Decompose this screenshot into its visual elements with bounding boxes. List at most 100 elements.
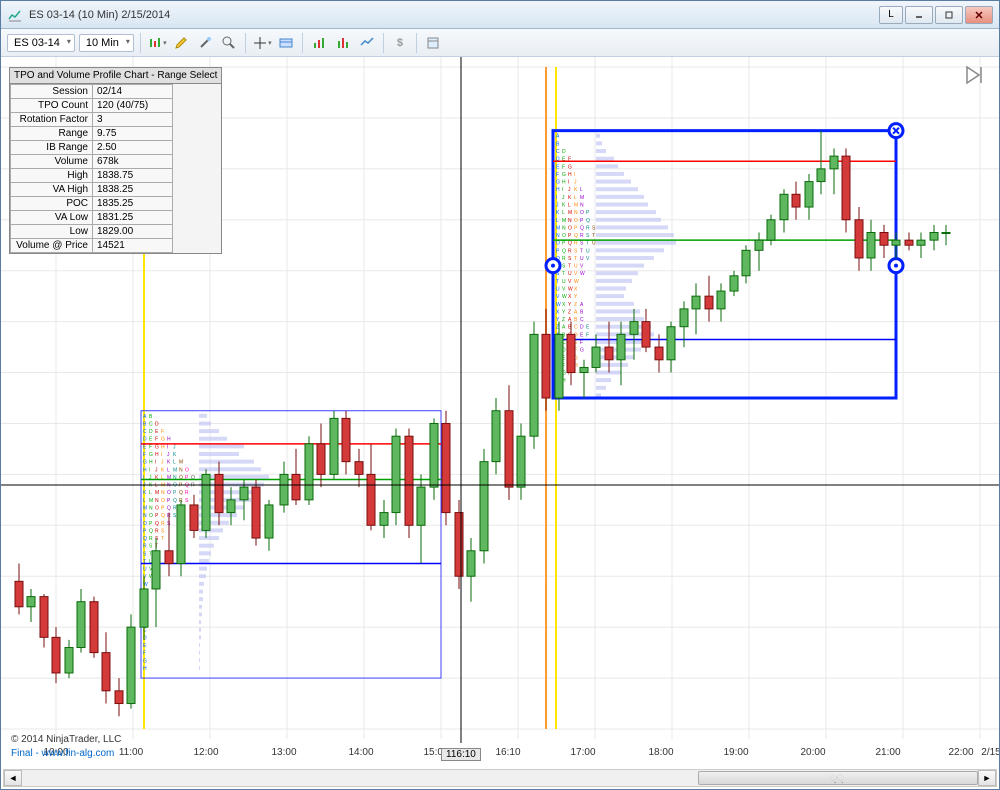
zoom-icon[interactable] [219, 33, 239, 53]
dollar-icon[interactable]: $ [390, 33, 410, 53]
svg-text:P: P [580, 218, 584, 224]
svg-text:D: D [580, 325, 584, 331]
svg-text:Q: Q [161, 513, 165, 519]
minimize-button[interactable] [905, 6, 933, 24]
svg-text:T: T [586, 241, 589, 247]
x-axis-tick: 18:00 [648, 747, 673, 758]
svg-text:X: X [568, 294, 572, 300]
info-key: TPO Count [11, 99, 93, 113]
svg-text:U: U [574, 264, 578, 270]
svg-text:L: L [568, 202, 571, 208]
scroll-track[interactable]: ଼଼଼ [22, 770, 978, 786]
svg-text:U: U [586, 248, 590, 254]
svg-text:X: X [574, 287, 578, 293]
svg-text:J: J [161, 460, 164, 466]
svg-text:V: V [562, 287, 566, 293]
info-value: 1835.25 [93, 197, 173, 211]
scroll-thumb[interactable]: ଼଼଼ [698, 771, 978, 785]
l-button[interactable]: L [879, 6, 903, 24]
svg-text:I: I [155, 460, 156, 466]
svg-text:L: L [562, 210, 565, 216]
svg-text:U: U [568, 271, 572, 277]
svg-text:T: T [161, 536, 164, 542]
pencil-icon[interactable] [171, 33, 191, 53]
svg-text:N: N [568, 218, 572, 224]
svg-text:H: H [556, 187, 560, 193]
svg-text:X: X [556, 309, 560, 315]
svg-text:J: J [574, 180, 577, 186]
svg-text:V: V [556, 294, 560, 300]
maximize-button[interactable] [935, 6, 963, 24]
svg-text:J: J [167, 452, 170, 458]
svg-text:V: V [574, 271, 578, 277]
titlebar[interactable]: ES 03-14 (10 Min) 2/15/2014 L [1, 1, 999, 29]
info-value: 1829.00 [93, 225, 173, 239]
svg-text:Q: Q [179, 490, 183, 496]
x-axis-tick: 16:10 [495, 747, 520, 758]
svg-text:L: L [580, 187, 583, 193]
svg-text:U: U [143, 567, 147, 573]
svg-text:A: A [574, 309, 578, 315]
chart-tool2-icon[interactable] [333, 33, 353, 53]
svg-text:K: K [556, 210, 560, 216]
svg-text:K: K [161, 467, 165, 473]
svg-text:H: H [562, 180, 566, 186]
svg-text:R: R [149, 536, 153, 542]
window-title: ES 03-14 (10 Min) 2/15/2014 [29, 9, 879, 21]
svg-text:S: S [586, 233, 590, 239]
wand-icon[interactable] [195, 33, 215, 53]
svg-text:R: R [161, 521, 165, 527]
svg-text:C: C [574, 325, 578, 331]
data-box-icon[interactable] [276, 33, 296, 53]
scroll-left-arrow[interactable]: ◄ [4, 770, 22, 786]
svg-text:U: U [556, 287, 560, 293]
svg-text:N: N [149, 505, 153, 511]
svg-text:Q: Q [580, 225, 584, 231]
svg-text:H: H [143, 467, 147, 473]
close-button[interactable] [965, 6, 993, 24]
scroll-right-arrow[interactable]: ► [978, 770, 996, 786]
separator [245, 33, 246, 53]
svg-text:R: R [191, 483, 195, 489]
horizontal-scrollbar[interactable]: ◄ ଼଼଼ ► [3, 769, 997, 787]
svg-text:F: F [143, 452, 146, 458]
svg-text:N: N [179, 467, 183, 473]
svg-text:W: W [574, 279, 579, 285]
timeframe-dropdown[interactable]: 10 Min [79, 34, 134, 52]
svg-text:Z: Z [568, 309, 571, 315]
svg-text:K: K [562, 202, 566, 208]
info-value: 2.50 [93, 141, 173, 155]
svg-text:P: P [574, 225, 578, 231]
info-key: Volume @ Price [11, 239, 93, 253]
svg-text:T: T [592, 233, 595, 239]
svg-text:B: B [556, 141, 560, 147]
properties-icon[interactable] [423, 33, 443, 53]
svg-text:E: E [143, 444, 147, 450]
window-frame: ES 03-14 (10 Min) 2/15/2014 L ES 03-14 1… [0, 0, 1000, 790]
candle-style-icon[interactable]: ▾ [147, 33, 167, 53]
svg-text:O: O [155, 505, 159, 511]
chart-tool1-icon[interactable] [309, 33, 329, 53]
svg-text:T: T [580, 248, 583, 254]
svg-text:W: W [568, 287, 573, 293]
info-value: 1838.75 [93, 169, 173, 183]
svg-text:T: T [574, 256, 577, 262]
svg-text:K: K [167, 460, 171, 466]
svg-text:N: N [574, 210, 578, 216]
x-axis-tick: 17:00 [570, 747, 595, 758]
info-panel-table: Session02/14TPO Count120 (40/75)Rotation… [10, 84, 173, 253]
svg-text:M: M [574, 202, 578, 208]
chart-area[interactable]: ABBCDCDEFDEFGHEFGHIJFGHIJKGHIJKLMHIJKLMN… [1, 57, 999, 767]
svg-text:F: F [149, 444, 152, 450]
svg-text:O: O [185, 467, 189, 473]
playback-icon[interactable] [963, 63, 987, 87]
svg-text:P: P [167, 498, 171, 504]
svg-text:A: A [143, 414, 147, 420]
svg-text:E: E [580, 332, 584, 338]
chart-tool3-icon[interactable] [357, 33, 377, 53]
svg-text:S: S [185, 498, 189, 504]
instrument-dropdown[interactable]: ES 03-14 [7, 34, 75, 52]
svg-text:D: D [143, 437, 147, 443]
crosshair-icon[interactable]: ▾ [252, 33, 272, 53]
svg-text:I: I [161, 452, 162, 458]
